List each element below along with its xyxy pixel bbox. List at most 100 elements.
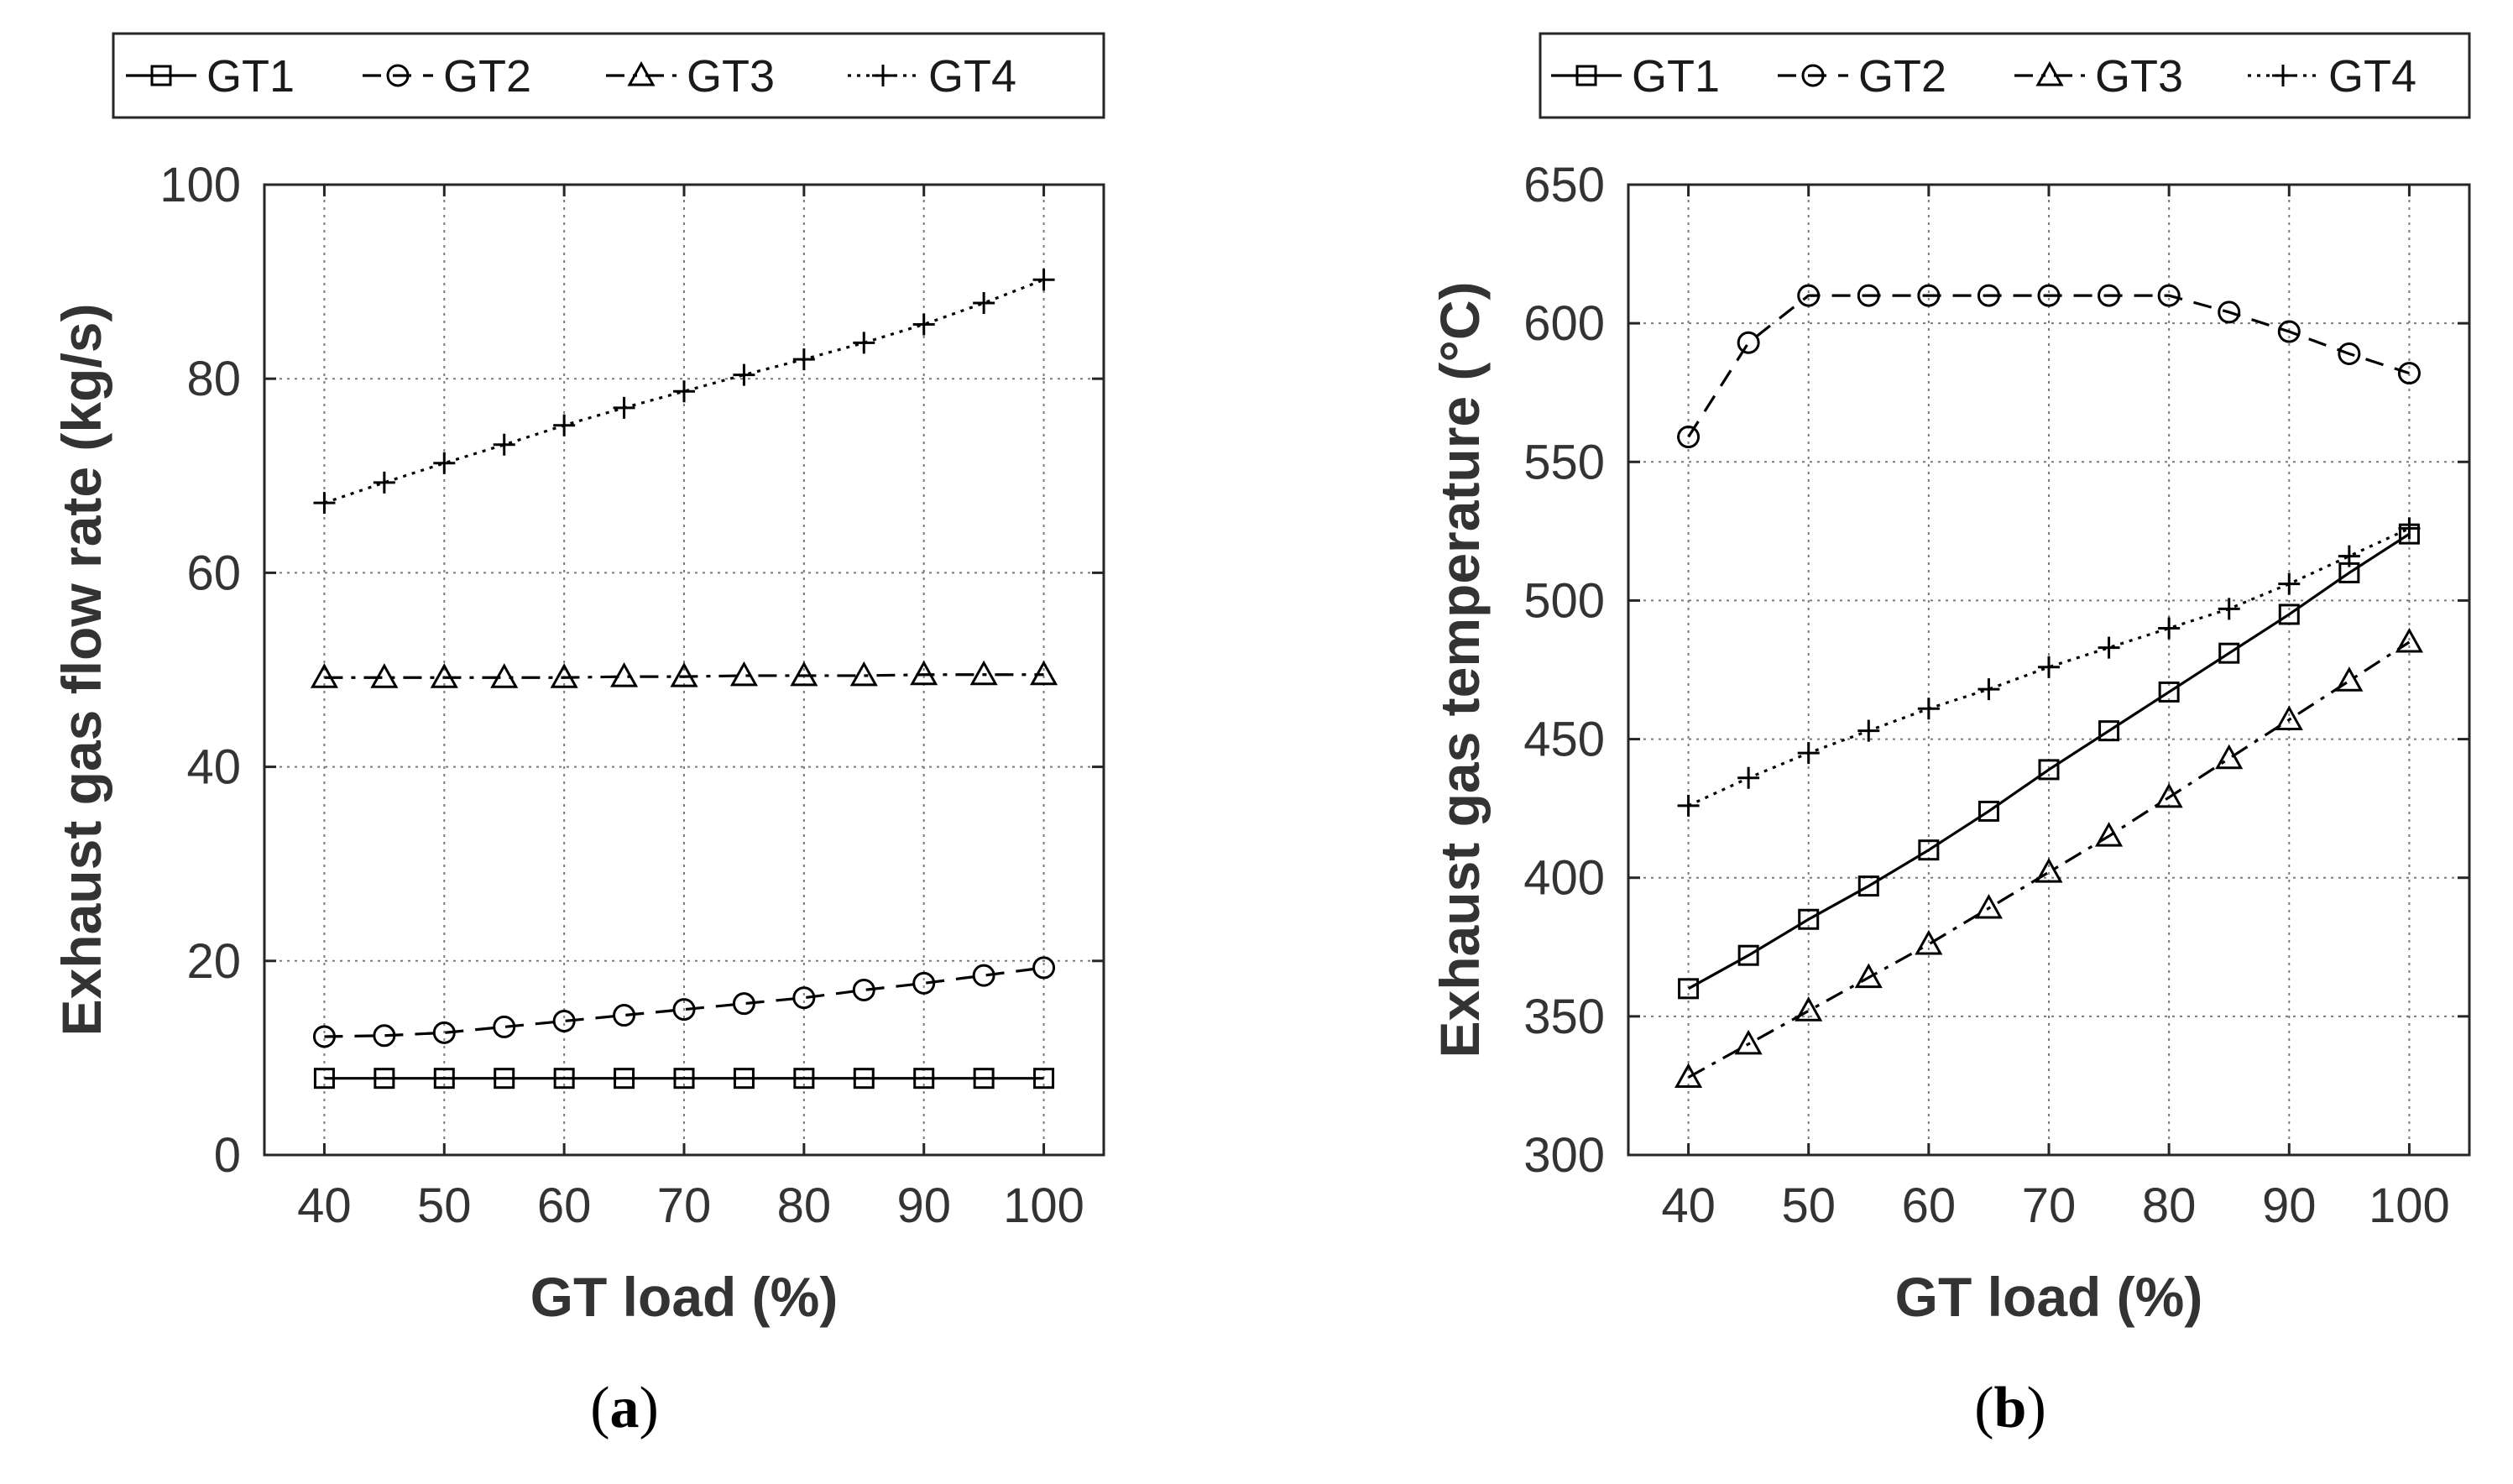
- data-point: [493, 1015, 516, 1038]
- data-point: [373, 471, 395, 494]
- y-tick-label: 100: [159, 158, 241, 212]
- data-point: [852, 978, 875, 1001]
- data-point: [1795, 996, 1823, 1022]
- data-point: [1977, 678, 2000, 701]
- legend-marker: [2035, 60, 2064, 86]
- x-tick-label: 60: [1902, 1178, 1957, 1233]
- series-line: [1687, 640, 2411, 1079]
- data-point: [313, 492, 336, 515]
- data-point: [1974, 893, 2003, 919]
- data-point: [2095, 822, 2124, 847]
- data-point: [2215, 744, 2244, 770]
- y-tick-label: 500: [1523, 573, 1605, 628]
- y-tick-label: 550: [1523, 435, 1605, 489]
- data-point: [2218, 642, 2240, 664]
- legend-label: GT1: [206, 51, 295, 102]
- series-gt2: [1677, 284, 2421, 449]
- data-point: [2335, 666, 2364, 692]
- y-tick-label: 0: [214, 1128, 241, 1183]
- x-tick-label: 70: [657, 1178, 712, 1233]
- x-tick-label: 80: [2142, 1178, 2197, 1233]
- data-point: [969, 660, 998, 686]
- data-point: [2035, 858, 2063, 883]
- data-point: [792, 986, 816, 1010]
- legend-label: GT2: [1858, 51, 1946, 102]
- series-gt3: [1674, 627, 2423, 1089]
- data-point: [732, 992, 755, 1016]
- y-tick-label: 650: [1523, 158, 1605, 212]
- y-axis-label: Exhaust gas temperature (°C): [1429, 282, 1491, 1058]
- x-tick-label: 40: [1661, 1178, 1716, 1233]
- legend-label: GT2: [443, 51, 531, 102]
- data-point: [2218, 598, 2240, 620]
- data-point: [433, 452, 456, 474]
- data-point: [2218, 300, 2241, 324]
- data-point: [2157, 284, 2181, 307]
- data-point: [729, 661, 758, 687]
- data-point: [2278, 604, 2300, 625]
- data-point: [2338, 342, 2361, 365]
- x-tick-label: 90: [2262, 1178, 2317, 1233]
- x-tick-label: 100: [1003, 1178, 1084, 1233]
- legend-marker: [2272, 65, 2294, 86]
- figure-caption: (b): [1974, 1376, 2046, 1440]
- x-tick-label: 60: [537, 1178, 592, 1233]
- legend-marker: [150, 65, 172, 86]
- data-point: [310, 663, 338, 688]
- data-point: [1678, 978, 1700, 1000]
- series-line: [324, 673, 1044, 679]
- data-point: [912, 313, 935, 336]
- series-gt1: [313, 1068, 1055, 1089]
- legend-label: GT4: [928, 51, 1016, 102]
- data-point: [2277, 320, 2301, 343]
- legend-marker: [386, 64, 410, 87]
- data-point: [790, 661, 818, 687]
- series-gt1: [1678, 523, 2420, 1000]
- data-point: [672, 998, 696, 1022]
- legend-marker: [1801, 64, 1825, 87]
- data-point: [373, 1024, 396, 1048]
- gridlines: [264, 185, 1104, 1155]
- y-tick-label: 60: [186, 546, 241, 600]
- x-tick-label: 70: [2022, 1178, 2077, 1233]
- x-tick-label: 50: [1781, 1178, 1836, 1233]
- data-point: [1797, 284, 1821, 307]
- data-point: [1798, 908, 1820, 930]
- data-point: [973, 292, 995, 315]
- data-point: [494, 1068, 515, 1089]
- series-gt4: [1677, 517, 2421, 817]
- y-tick-label: 600: [1523, 296, 1605, 351]
- data-point: [973, 1068, 995, 1089]
- y-tick-label: 450: [1523, 713, 1605, 767]
- data-point: [733, 363, 755, 386]
- data-point: [313, 1068, 335, 1089]
- legend-label: GT1: [1632, 51, 1720, 102]
- data-point: [1734, 1029, 1763, 1055]
- data-point: [2158, 617, 2181, 640]
- data-point: [553, 1068, 575, 1089]
- data-point: [2275, 705, 2303, 730]
- data-point: [913, 1068, 935, 1089]
- data-point: [1917, 698, 1940, 720]
- data-point: [2037, 284, 2061, 307]
- y-tick-label: 40: [186, 740, 241, 795]
- data-point: [2038, 656, 2060, 678]
- x-tick-label: 50: [417, 1178, 472, 1233]
- data-point: [1857, 719, 1880, 742]
- legend-marker: [1575, 65, 1597, 86]
- data-point: [1737, 766, 1760, 789]
- legend-label: GT4: [2328, 51, 2416, 102]
- y-axis-label: Exhaust gas flow rate (kg/s): [50, 304, 112, 1037]
- legend: GT1 GT2 GT3 GT4: [112, 32, 1105, 119]
- data-point: [673, 380, 695, 403]
- data-point: [793, 1068, 815, 1089]
- data-point: [374, 1068, 395, 1089]
- chart-b: 40 50 60 70 80 90 100 300 350 400 450 500 550 600 650 G…: [1429, 32, 2471, 1440]
- data-point: [670, 662, 698, 687]
- series-gt4: [313, 269, 1055, 515]
- series-line: [1687, 294, 2410, 438]
- data-point: [1032, 956, 1056, 980]
- data-point: [853, 332, 875, 354]
- data-point: [2398, 517, 2421, 540]
- data-point: [2338, 545, 2360, 567]
